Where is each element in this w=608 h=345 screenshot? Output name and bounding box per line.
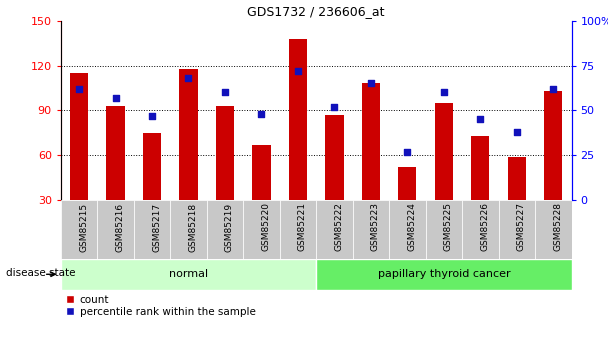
Text: GSM85221: GSM85221 bbox=[298, 203, 307, 252]
Text: GSM85215: GSM85215 bbox=[79, 203, 88, 252]
Point bbox=[366, 81, 376, 86]
Text: GSM85227: GSM85227 bbox=[517, 203, 526, 252]
Bar bbox=[280, 200, 316, 259]
Bar bbox=[508, 157, 526, 200]
Bar bbox=[544, 91, 562, 200]
Legend: count, percentile rank within the sample: count, percentile rank within the sample bbox=[66, 295, 255, 317]
Bar bbox=[535, 200, 572, 259]
Point bbox=[257, 111, 266, 117]
Point bbox=[548, 86, 558, 92]
Text: GSM85219: GSM85219 bbox=[225, 203, 234, 252]
Bar bbox=[216, 106, 234, 200]
Text: GSM85224: GSM85224 bbox=[407, 203, 416, 251]
Bar bbox=[325, 115, 344, 200]
Text: GSM85222: GSM85222 bbox=[334, 203, 344, 251]
Point bbox=[220, 90, 230, 95]
Text: GSM85226: GSM85226 bbox=[480, 203, 489, 252]
Bar bbox=[207, 200, 243, 259]
Bar bbox=[389, 200, 426, 259]
Text: normal: normal bbox=[169, 269, 208, 279]
Text: GSM85228: GSM85228 bbox=[553, 203, 562, 252]
Bar bbox=[362, 83, 380, 200]
Point bbox=[74, 86, 84, 92]
Text: GSM85216: GSM85216 bbox=[116, 203, 125, 252]
Bar bbox=[462, 200, 499, 259]
Bar bbox=[252, 145, 271, 200]
Bar bbox=[134, 200, 170, 259]
Point bbox=[293, 68, 303, 74]
Point bbox=[439, 90, 449, 95]
Bar bbox=[70, 73, 88, 200]
Title: GDS1732 / 236606_at: GDS1732 / 236606_at bbox=[247, 5, 385, 18]
Text: GSM85220: GSM85220 bbox=[261, 203, 271, 252]
Bar bbox=[106, 106, 125, 200]
Text: GSM85225: GSM85225 bbox=[444, 203, 453, 252]
Bar bbox=[353, 200, 389, 259]
Text: GSM85218: GSM85218 bbox=[188, 203, 198, 252]
Text: papillary thyroid cancer: papillary thyroid cancer bbox=[378, 269, 510, 279]
Bar bbox=[289, 39, 307, 200]
Bar bbox=[143, 133, 161, 200]
Point bbox=[475, 117, 485, 122]
Text: disease state: disease state bbox=[6, 268, 75, 278]
Text: GSM85223: GSM85223 bbox=[371, 203, 380, 252]
Bar bbox=[471, 136, 489, 200]
Point bbox=[330, 104, 339, 110]
Bar bbox=[61, 200, 97, 259]
Text: GSM85217: GSM85217 bbox=[152, 203, 161, 252]
Point bbox=[184, 75, 193, 81]
Bar bbox=[426, 200, 462, 259]
Bar bbox=[316, 200, 353, 259]
Bar bbox=[179, 69, 198, 200]
Point bbox=[402, 149, 412, 155]
Bar bbox=[316, 259, 572, 290]
Bar bbox=[435, 103, 453, 200]
Bar bbox=[243, 200, 280, 259]
Point bbox=[147, 113, 157, 119]
Bar bbox=[398, 167, 416, 200]
Bar bbox=[170, 200, 207, 259]
Point bbox=[512, 129, 522, 135]
Point bbox=[111, 95, 120, 101]
Bar bbox=[499, 200, 535, 259]
Bar bbox=[61, 259, 316, 290]
Bar bbox=[97, 200, 134, 259]
